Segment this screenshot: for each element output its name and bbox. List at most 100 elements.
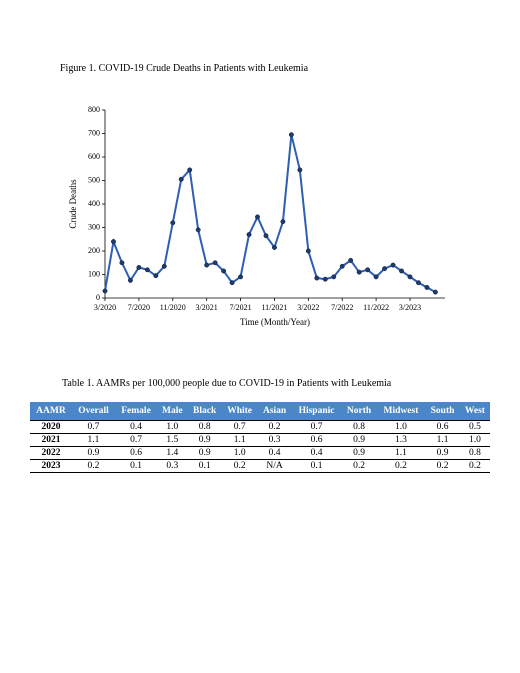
data-point xyxy=(144,267,150,273)
table-cell: 0.4 xyxy=(115,420,157,434)
data-point xyxy=(195,227,201,233)
data-table: AAMR Overall Female Male Black White Asian Hisp… xyxy=(30,402,490,473)
x-tick-label: 11/2020 xyxy=(160,303,186,312)
table-cell: 0.1 xyxy=(291,459,342,473)
table-cell: 0.9 xyxy=(425,446,460,460)
table-cell: 0.2 xyxy=(257,420,292,434)
header-cell: Hispanic xyxy=(291,402,342,421)
data-point xyxy=(161,263,167,269)
data-point xyxy=(127,277,133,283)
data-point xyxy=(119,260,125,266)
table-cell: 2023 xyxy=(30,459,72,473)
table-cell: 0.2 xyxy=(71,459,116,473)
table-cell: 0.7 xyxy=(221,420,258,434)
header-cell: Asian xyxy=(257,402,292,421)
header-row: AAMR Overall Female Male Black White Asian Hisp… xyxy=(30,402,490,421)
x-tick-label: 3/2020 xyxy=(94,303,116,312)
table-row: 2020 0.7 0.4 1.0 0.8 0.7 0.2 0.7 0.8 1.0 0.6 0.5 xyxy=(30,420,490,434)
table-cell: 1.5 xyxy=(156,433,188,447)
data-point xyxy=(339,263,345,269)
header-cell: South xyxy=(425,402,460,421)
table-cell: 0.1 xyxy=(187,459,222,473)
x-tick-label: 11/2022 xyxy=(363,303,389,312)
x-tick-label: 7/2022 xyxy=(331,303,353,312)
header-cell: Male xyxy=(156,402,188,421)
y-tick-label: 600 xyxy=(88,152,100,161)
table-cell: 0.2 xyxy=(459,459,490,473)
data-point xyxy=(407,274,413,280)
table-cell: 0.3 xyxy=(156,459,188,473)
table-cell: 0.7 xyxy=(291,420,342,434)
data-point xyxy=(170,220,176,226)
header-cell: Midwest xyxy=(376,402,426,421)
table-cell: 1.1 xyxy=(221,433,258,447)
header-cell: North xyxy=(341,402,377,421)
data-point xyxy=(356,269,362,275)
table-cell: 0.9 xyxy=(187,446,222,460)
data-point xyxy=(288,132,294,138)
header-cell: Female xyxy=(115,402,157,421)
data-point xyxy=(399,268,404,274)
y-tick-label: 0 xyxy=(96,293,100,302)
data-point xyxy=(305,248,311,254)
data-point xyxy=(221,268,227,274)
table-cell: 0.8 xyxy=(341,420,377,434)
x-axis-label: Time (Month/Year) xyxy=(240,317,310,327)
table-cell: 0.7 xyxy=(115,433,157,447)
data-point xyxy=(322,276,328,282)
data-point xyxy=(432,289,438,295)
data-point xyxy=(373,274,379,280)
header-cell: West xyxy=(459,402,490,421)
x-tick-label: 7/2020 xyxy=(128,303,150,312)
table-cell: 0.9 xyxy=(341,433,377,447)
table-cell: 0.8 xyxy=(459,446,490,460)
x-tick-label: 7/2021 xyxy=(229,303,251,312)
x-tick-label: 3/2023 xyxy=(399,303,421,312)
data-point xyxy=(136,265,142,270)
table-cell: 0.1 xyxy=(115,459,157,473)
table-cell: 1.0 xyxy=(156,420,188,434)
table-cell: 0.6 xyxy=(115,446,157,460)
data-point xyxy=(365,267,371,273)
y-tick-label: 800 xyxy=(88,105,100,114)
table-cell: 0.7 xyxy=(71,420,116,434)
data-point xyxy=(348,257,354,263)
chart: 0 100 200 300 400 500 600 700 800 3/2020 7/2020 11/… xyxy=(68,105,445,327)
table-cell: 0.2 xyxy=(341,459,377,473)
y-tick-label: 700 xyxy=(88,128,100,137)
figure-caption: Figure 1. COVID-19 Crude Deaths in Patie… xyxy=(60,63,309,74)
table-cell: 1.0 xyxy=(459,433,490,447)
data-point xyxy=(297,167,303,173)
data-point xyxy=(212,260,218,266)
table-cell: 0.4 xyxy=(291,446,342,460)
table-cell: 1.1 xyxy=(376,446,426,460)
table-cell: 1.4 xyxy=(156,446,188,460)
data-point xyxy=(229,280,235,286)
data-point xyxy=(246,232,252,238)
header-cell: White xyxy=(221,402,258,421)
y-tick-label: 400 xyxy=(88,199,100,208)
table-cell: 0.9 xyxy=(341,446,377,460)
header-cell: AAMR xyxy=(30,402,72,421)
data-point xyxy=(280,219,286,225)
table-cell: 0.4 xyxy=(257,446,292,460)
table-cell: 0.9 xyxy=(71,446,116,460)
header-cell: Overall xyxy=(71,402,116,421)
data-point xyxy=(255,214,260,220)
table-cell: 0.9 xyxy=(187,433,222,447)
table-cell: 0.5 xyxy=(459,420,490,434)
data-point xyxy=(263,233,269,239)
data-point xyxy=(331,274,337,280)
data-point xyxy=(153,273,159,279)
data-point xyxy=(314,275,320,281)
series-line xyxy=(104,134,436,293)
table-row: 2023 0.2 0.1 0.3 0.1 0.2 N/A 0.1 0.2 0.2 0.2 0.2 xyxy=(30,459,490,473)
table-caption: Table 1. AAMRs per 100,000 people due to… xyxy=(62,378,392,389)
data-point xyxy=(178,176,184,182)
table-cell: 1.0 xyxy=(376,420,426,434)
table-cell: 0.3 xyxy=(257,433,292,447)
data-point xyxy=(111,239,116,245)
table-cell: 2022 xyxy=(30,446,72,460)
table-cell: 1.1 xyxy=(425,433,460,447)
table-row: 2022 0.9 0.6 1.4 0.9 1.0 0.4 0.4 0.9 1.1 0.9 0.8 xyxy=(30,446,490,460)
